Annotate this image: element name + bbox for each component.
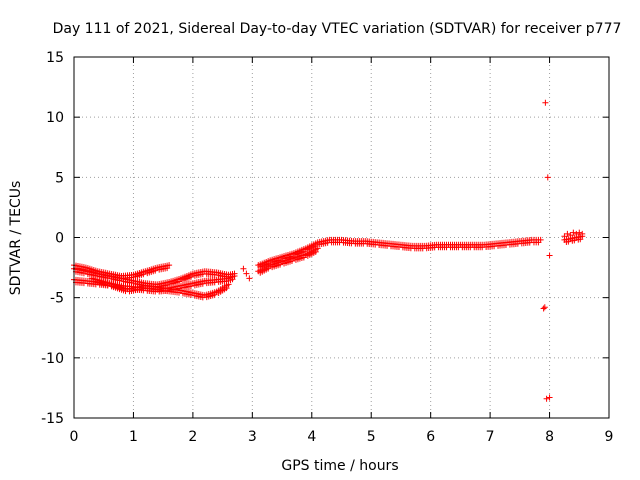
x-tick-label: 5 xyxy=(367,429,376,445)
data-point xyxy=(314,245,321,252)
data-point xyxy=(152,267,159,274)
tick-labels: 0 1 2 3 4 5 6 7 8 9 15 10 5 0 -5 -10 -15 xyxy=(41,50,613,445)
x-tick-label: 1 xyxy=(129,429,138,445)
data-point xyxy=(229,276,236,283)
outlier-point xyxy=(546,394,553,401)
data-point xyxy=(211,291,218,298)
x-axis-label: GPS time / hours xyxy=(281,458,398,474)
data-point xyxy=(579,233,586,240)
x-tick-label: 7 xyxy=(486,429,495,445)
data-point xyxy=(223,285,230,292)
x-tick-label: 3 xyxy=(248,429,257,445)
data-point xyxy=(240,265,247,272)
outlier-point xyxy=(543,395,550,402)
x-tick-label: 9 xyxy=(605,429,614,445)
chart-title: Day 111 of 2021, Sidereal Day-to-day VTE… xyxy=(53,21,622,37)
outlier-point xyxy=(544,174,551,181)
x-tick-label: 6 xyxy=(426,429,435,445)
x-tick-label: 4 xyxy=(307,429,316,445)
data-point xyxy=(576,229,583,236)
data-point xyxy=(312,248,319,255)
data-points xyxy=(71,99,586,402)
x-tick-label: 8 xyxy=(545,429,554,445)
y-tick-label: 0 xyxy=(55,231,64,247)
data-point xyxy=(243,270,250,277)
y-tick-label: 5 xyxy=(55,170,64,186)
data-point xyxy=(231,273,238,280)
data-point xyxy=(265,265,272,272)
outlier-point xyxy=(546,252,553,259)
data-point xyxy=(564,230,571,237)
data-point xyxy=(570,229,577,236)
y-axis-label: SDTVAR / TECUs xyxy=(8,181,24,296)
outlier-point xyxy=(542,99,549,106)
data-point xyxy=(187,273,194,280)
data-point xyxy=(140,271,147,278)
y-tick-label: 10 xyxy=(46,110,64,126)
outlier-point xyxy=(541,304,548,311)
y-tick-label: -15 xyxy=(41,411,64,427)
outlier-point xyxy=(540,305,547,312)
data-point xyxy=(300,254,307,261)
x-tick-label: 2 xyxy=(188,429,197,445)
y-tick-label: -5 xyxy=(50,291,64,307)
y-tick-label: -10 xyxy=(41,351,64,367)
data-point xyxy=(166,262,173,269)
data-point xyxy=(288,258,295,265)
data-point xyxy=(246,275,253,282)
grid-lines xyxy=(74,57,609,418)
y-tick-label: 15 xyxy=(46,50,64,66)
x-tick-label: 0 xyxy=(70,429,79,445)
data-point xyxy=(537,236,544,243)
data-point xyxy=(225,281,232,288)
data-point xyxy=(277,261,284,268)
axis-ticks xyxy=(73,56,610,419)
